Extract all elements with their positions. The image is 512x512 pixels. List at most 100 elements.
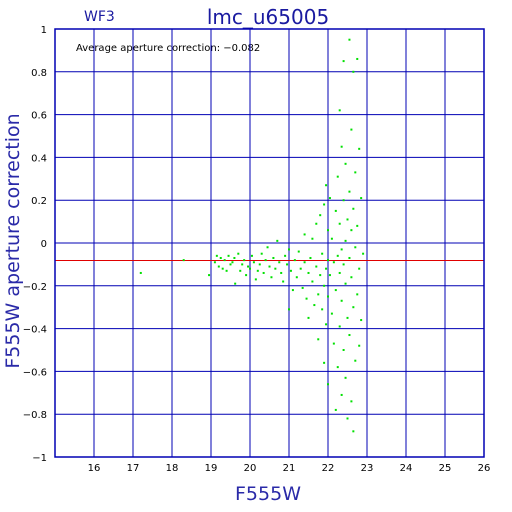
- data-point: [303, 261, 306, 264]
- x-tick-label: 16: [88, 463, 101, 474]
- data-point: [311, 280, 314, 283]
- data-point: [301, 286, 304, 289]
- data-point: [254, 278, 257, 281]
- data-point: [356, 57, 359, 60]
- data-point: [309, 256, 312, 259]
- data-point: [258, 263, 261, 266]
- y-tick-label: 0.8: [31, 68, 47, 79]
- data-point: [252, 261, 255, 264]
- grid-lines: [55, 28, 485, 458]
- data-point: [338, 325, 341, 328]
- data-point: [317, 293, 320, 296]
- data-point: [344, 239, 347, 242]
- x-tick-label: 22: [322, 463, 335, 474]
- chart-title: lmc_u65005: [207, 5, 329, 29]
- data-point: [219, 256, 222, 259]
- y-tick-label: −0.8: [23, 410, 47, 421]
- data-point: [354, 246, 357, 249]
- y-tick-label: −0.6: [23, 367, 47, 378]
- data-point: [182, 259, 185, 262]
- data-point: [323, 284, 326, 287]
- data-point: [334, 289, 337, 292]
- data-point: [342, 349, 345, 351]
- data-point: [215, 254, 218, 257]
- data-point: [225, 269, 228, 272]
- data-point: [350, 229, 353, 232]
- data-point: [297, 250, 300, 253]
- data-point: [327, 383, 329, 386]
- data-point: [319, 274, 322, 277]
- x-tick-label: 18: [166, 463, 179, 474]
- data-point: [328, 274, 331, 277]
- data-point: [249, 267, 251, 270]
- y-tick-label: 0: [41, 239, 47, 250]
- data-point: [245, 274, 248, 277]
- data-point: [334, 408, 337, 411]
- data-point: [352, 207, 355, 210]
- data-point: [338, 109, 341, 112]
- data-point: [278, 261, 281, 264]
- data-point: [330, 237, 333, 240]
- data-point: [227, 254, 230, 257]
- y-tick-label: −0.2: [23, 282, 47, 293]
- y-tick-label: 0.4: [31, 153, 47, 164]
- data-point: [362, 252, 365, 255]
- data-point: [286, 263, 289, 266]
- data-point: [264, 259, 267, 262]
- data-point: [346, 316, 349, 319]
- y-tick-label: −0.4: [23, 325, 47, 336]
- data-point: [293, 259, 296, 262]
- data-point: [221, 267, 224, 270]
- y-tick-label: −1: [32, 453, 47, 464]
- data-point: [247, 265, 250, 268]
- data-point: [340, 248, 343, 251]
- data-point: [234, 282, 237, 285]
- data-point: [139, 271, 142, 274]
- data-point: [213, 261, 216, 264]
- data-point: [295, 276, 298, 279]
- data-point: [327, 259, 329, 262]
- data-point: [288, 248, 290, 251]
- data-point: [299, 267, 302, 270]
- y-tick-label: 1: [41, 25, 47, 36]
- x-axis-label: F555W: [235, 483, 301, 505]
- chip-label: WF3: [84, 9, 115, 25]
- data-point: [352, 430, 355, 433]
- data-point: [336, 254, 339, 257]
- x-tick-label: 23: [361, 463, 374, 474]
- data-point: [282, 280, 285, 283]
- data-point: [323, 203, 326, 206]
- data-point: [348, 190, 351, 193]
- data-point: [350, 128, 353, 131]
- data-point: [250, 254, 253, 257]
- data-point: [260, 252, 263, 255]
- data-point: [350, 400, 353, 403]
- data-point: [348, 38, 351, 41]
- data-point: [360, 319, 363, 322]
- data-point: [325, 184, 328, 187]
- data-point: [307, 271, 310, 274]
- data-points: [139, 38, 365, 433]
- data-point: [358, 267, 361, 270]
- data-point: [342, 199, 345, 202]
- data-point: [352, 306, 355, 309]
- data-point: [356, 293, 359, 296]
- x-tick-label: 21: [283, 463, 296, 474]
- data-point: [268, 265, 271, 268]
- x-tick-label: 20: [244, 463, 257, 474]
- data-point: [338, 271, 341, 274]
- annotation-text: Average aperture correction: −0.082: [76, 43, 260, 54]
- data-point: [276, 239, 279, 242]
- data-point: [336, 366, 339, 369]
- data-point: [305, 297, 308, 300]
- data-point: [332, 261, 335, 264]
- data-point: [344, 162, 347, 165]
- data-point: [208, 274, 211, 277]
- data-point: [321, 252, 324, 255]
- x-tick-label: 17: [127, 463, 140, 474]
- data-point: [319, 214, 322, 217]
- y-tick-label: 0.2: [31, 196, 47, 207]
- x-tick-label: 19: [205, 463, 218, 474]
- data-point: [346, 417, 349, 420]
